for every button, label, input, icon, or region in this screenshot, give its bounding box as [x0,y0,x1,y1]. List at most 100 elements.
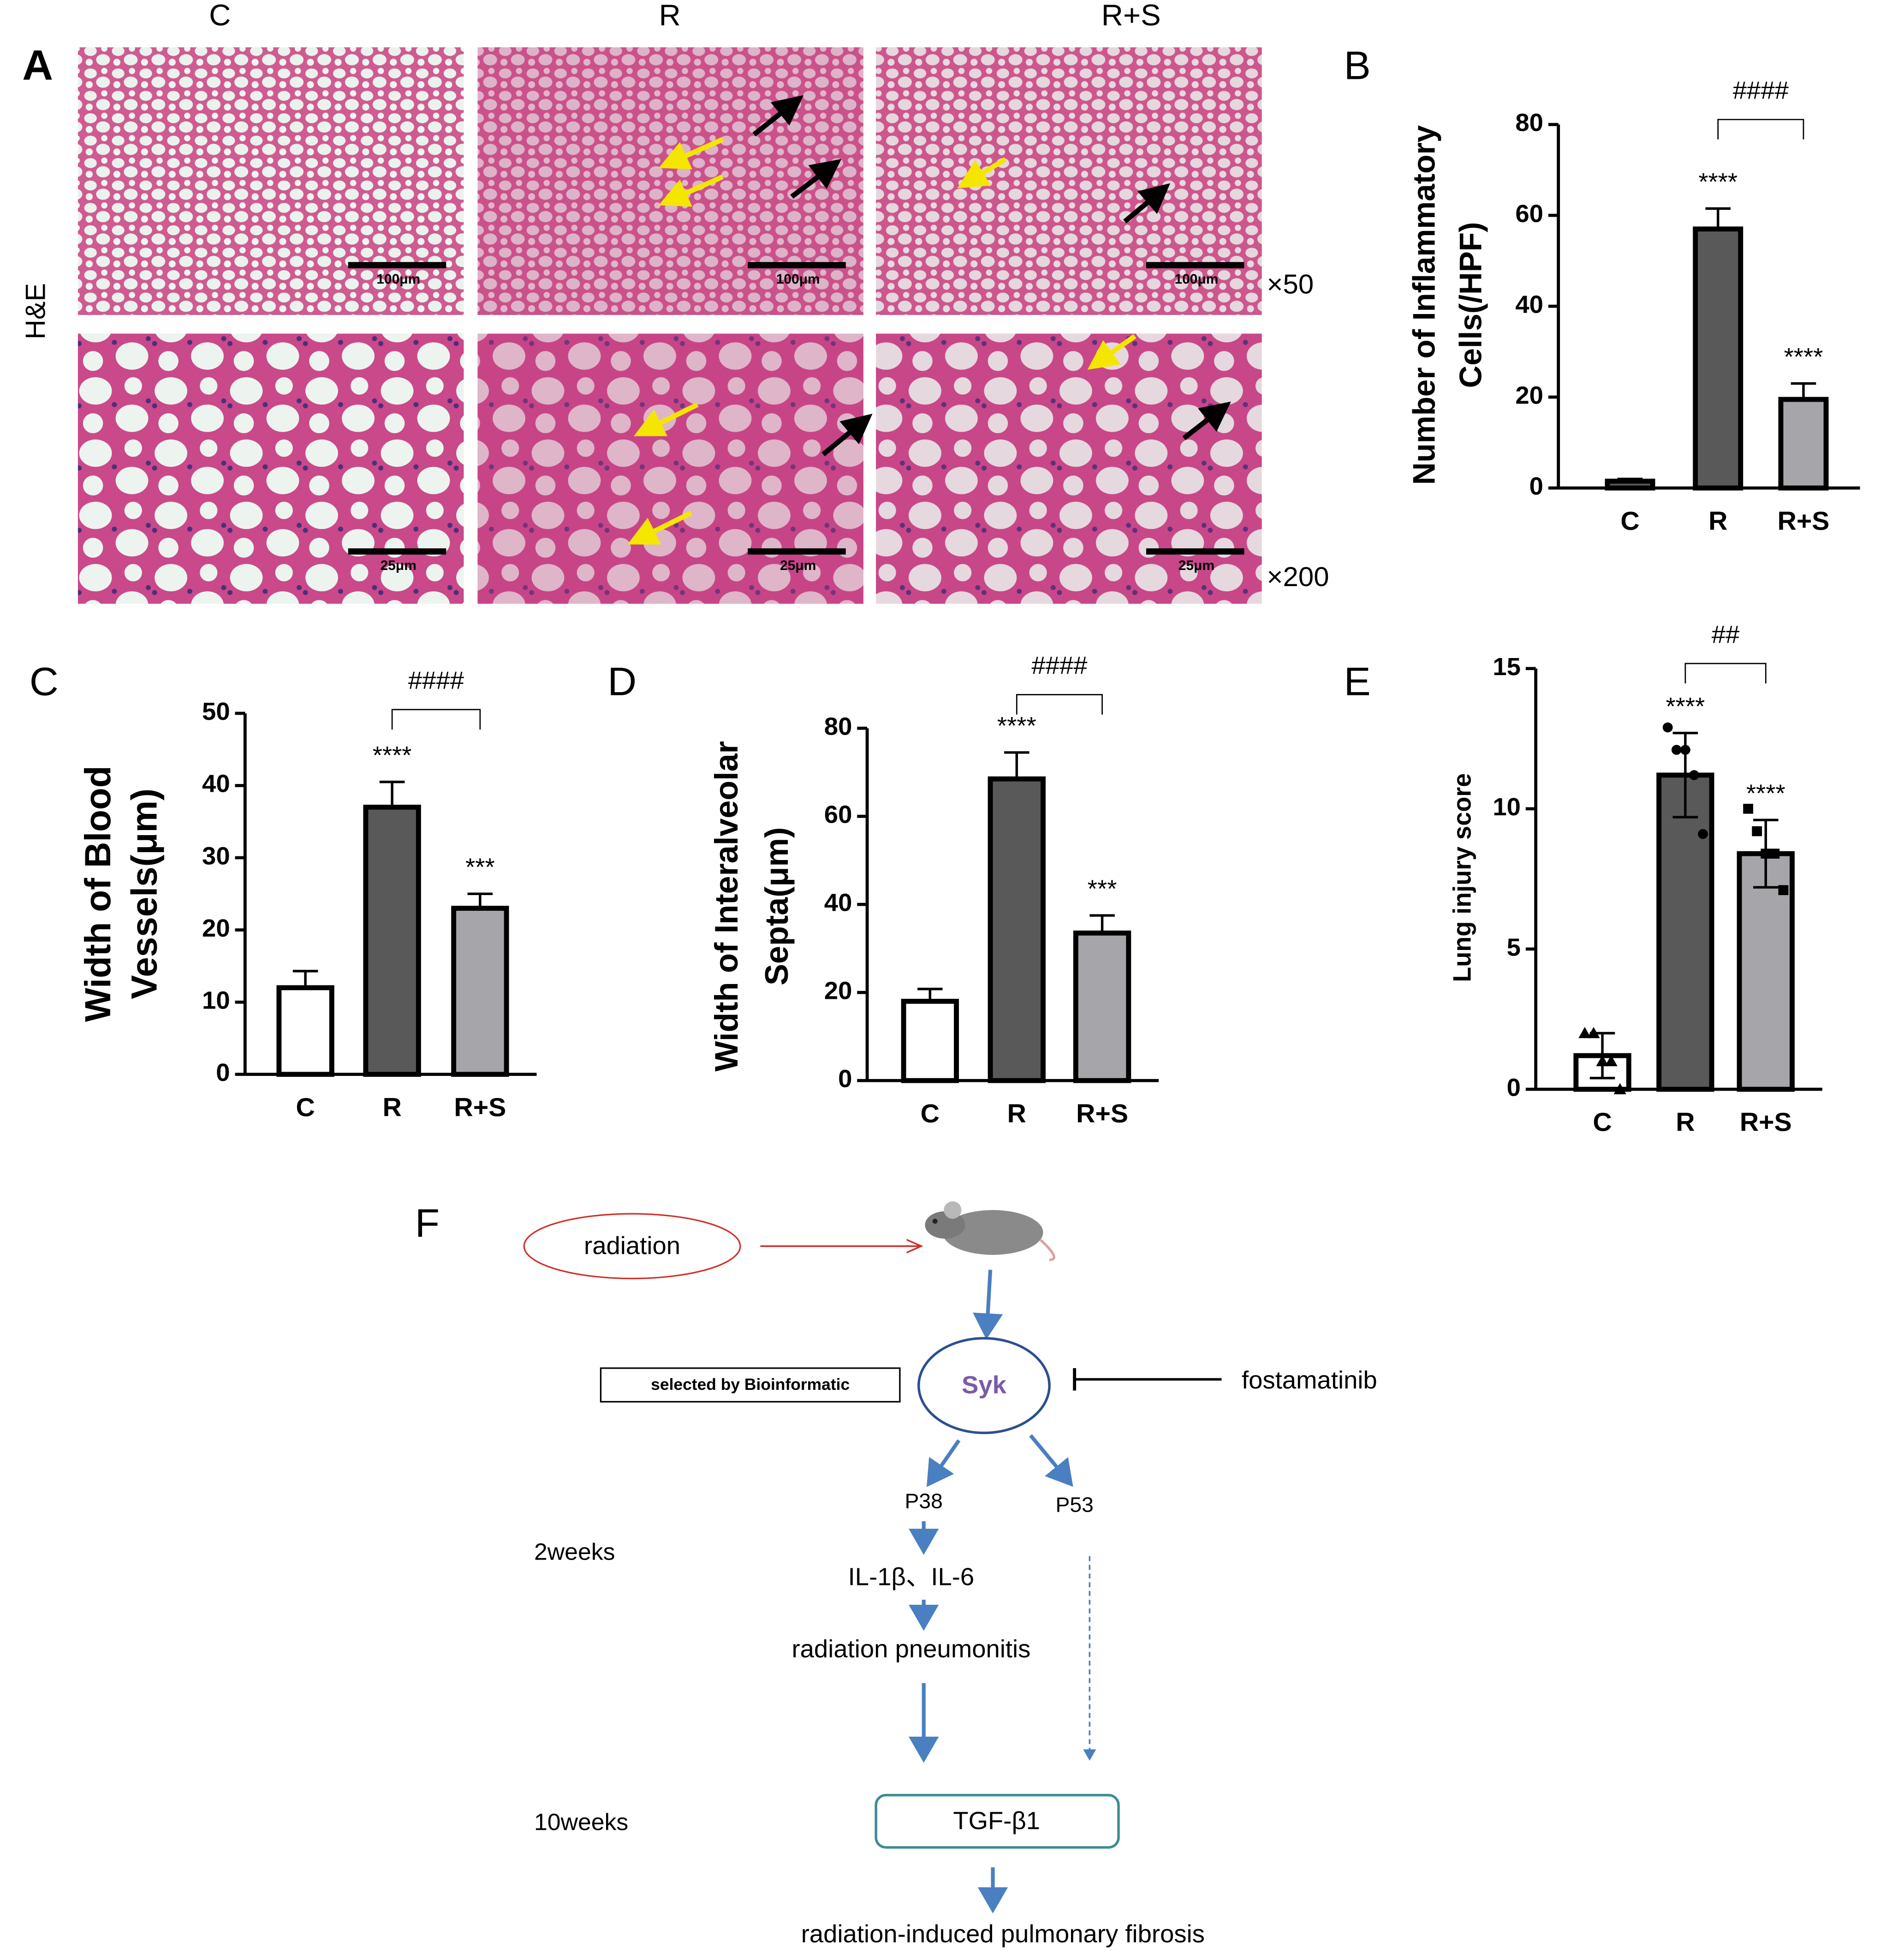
arrow [973,1270,1003,1340]
error-bar [1089,914,1115,933]
column-header: C [209,0,231,32]
y-tick-label: 40 [824,889,852,917]
significance-label: **** [1746,780,1785,807]
data-point [1671,745,1682,755]
y-axis-label: Septa(μm) [758,827,795,985]
tissue-overlay [477,333,863,604]
y-axis-label: Width of Interalveolar [708,741,744,1072]
mediator-label: TGF-β1 [953,1807,1040,1835]
micrograph [876,333,1262,604]
mouse-icon [925,1201,1055,1261]
panel-label: F [415,1201,440,1246]
bar [988,776,1046,1083]
column-header: R+S [1101,0,1161,32]
bar [363,805,421,1077]
arrow [926,1439,961,1487]
mediator-box [875,1794,1120,1849]
data-point [1778,885,1789,896]
diagram: F radiation Syk selected by Bioinformati… [415,1201,1377,1948]
tissue-overlay [876,47,1262,315]
scale-bar-label: 25μm [381,558,416,573]
time-label: 2weeks [534,1538,615,1565]
x-tick-label: C [296,1093,315,1122]
scale-bar-label: 25μm [780,558,816,573]
cytokine-label: IL-1β、IL-6 [848,1563,975,1591]
y-tick-label: 0 [1529,473,1543,500]
time-label: 10weeks [534,1809,628,1835]
x-tick-label: R [382,1093,401,1122]
outcome-label: radiation-induced pulmonary fibrosis [801,1920,1205,1948]
error-bar [292,970,318,988]
bar [451,906,509,1077]
error-bar [1617,477,1643,481]
scale-bar-label: 25μm [1178,558,1214,573]
data-point [1689,770,1699,780]
panel-label: A [22,42,53,89]
annotation-arrow [1123,183,1171,224]
data-point [1605,1055,1618,1067]
x-tick-label: C [1620,506,1639,536]
data-point [1761,848,1771,859]
magnification: ×50 [1267,269,1314,300]
magnification: ×200 [1267,561,1329,592]
annotation-arrow [1087,334,1136,370]
scale-bar-label: 100μm [776,272,820,287]
note-box [600,1367,901,1403]
y-tick-label: 15 [1493,653,1521,681]
input-label: radiation [584,1232,680,1260]
data-point [1587,1027,1600,1038]
arrow [1029,1434,1073,1487]
y-tick-label: 0 [838,1065,852,1093]
y-axis-label: Cells(/HPF) [1453,222,1488,388]
micrograph [77,47,464,315]
error-bar [467,892,493,908]
inhibitor-label: fostamatinib [1242,1366,1377,1394]
x-tick-label: C [1593,1108,1612,1137]
note-label: selected by Bioinformatic [651,1376,850,1394]
significance-label: **** [1666,693,1705,720]
data-point [1743,804,1754,814]
y-axis-label: Vessels(μm) [124,789,164,999]
hub-node [917,1337,1051,1434]
comparison-label: #### [1733,77,1789,104]
significance-label: **** [997,712,1036,740]
x-tick-label: R [1708,506,1727,536]
branch-label: P38 [904,1489,942,1513]
y-tick-label: 80 [1515,109,1543,136]
y-tick-label: 60 [824,801,852,829]
panel-label: B [1344,43,1371,88]
error-bar [379,780,405,807]
hub-label: Syk [962,1371,1007,1399]
annotation-arrow [1182,401,1231,440]
significance-label: **** [373,742,412,769]
bar [1693,226,1743,491]
annotation-arrow [658,137,724,170]
y-axis-label: Lung injury score [1449,773,1476,982]
data-point [1596,1055,1609,1067]
significance-label: **** [1784,343,1823,371]
data-point [1613,1083,1626,1094]
x-tick-label: R [1676,1108,1695,1137]
x-tick-label: R+S [1740,1108,1792,1137]
annotation-arrow [627,510,693,545]
data-point [1769,848,1780,859]
y-tick-label: 20 [202,914,230,942]
annotation-arrow [634,402,699,436]
stain-label: H&E [20,283,51,339]
annotation-arrow [752,95,804,136]
y-axis-label: Width of Blood [77,765,118,1022]
error-bar [1004,751,1029,779]
y-tick-label: 50 [202,698,230,725]
significance-label: *** [1088,875,1117,903]
y-tick-label: 0 [1507,1074,1521,1102]
annotation-arrow [957,157,1007,189]
data-point [1698,829,1708,839]
x-tick-label: R+S [1778,506,1830,536]
comparison-label: #### [1031,652,1087,679]
bar [1605,479,1655,491]
y-tick-label: 40 [1515,291,1543,319]
data-point [1662,722,1673,733]
y-tick-label: 5 [1507,933,1521,961]
